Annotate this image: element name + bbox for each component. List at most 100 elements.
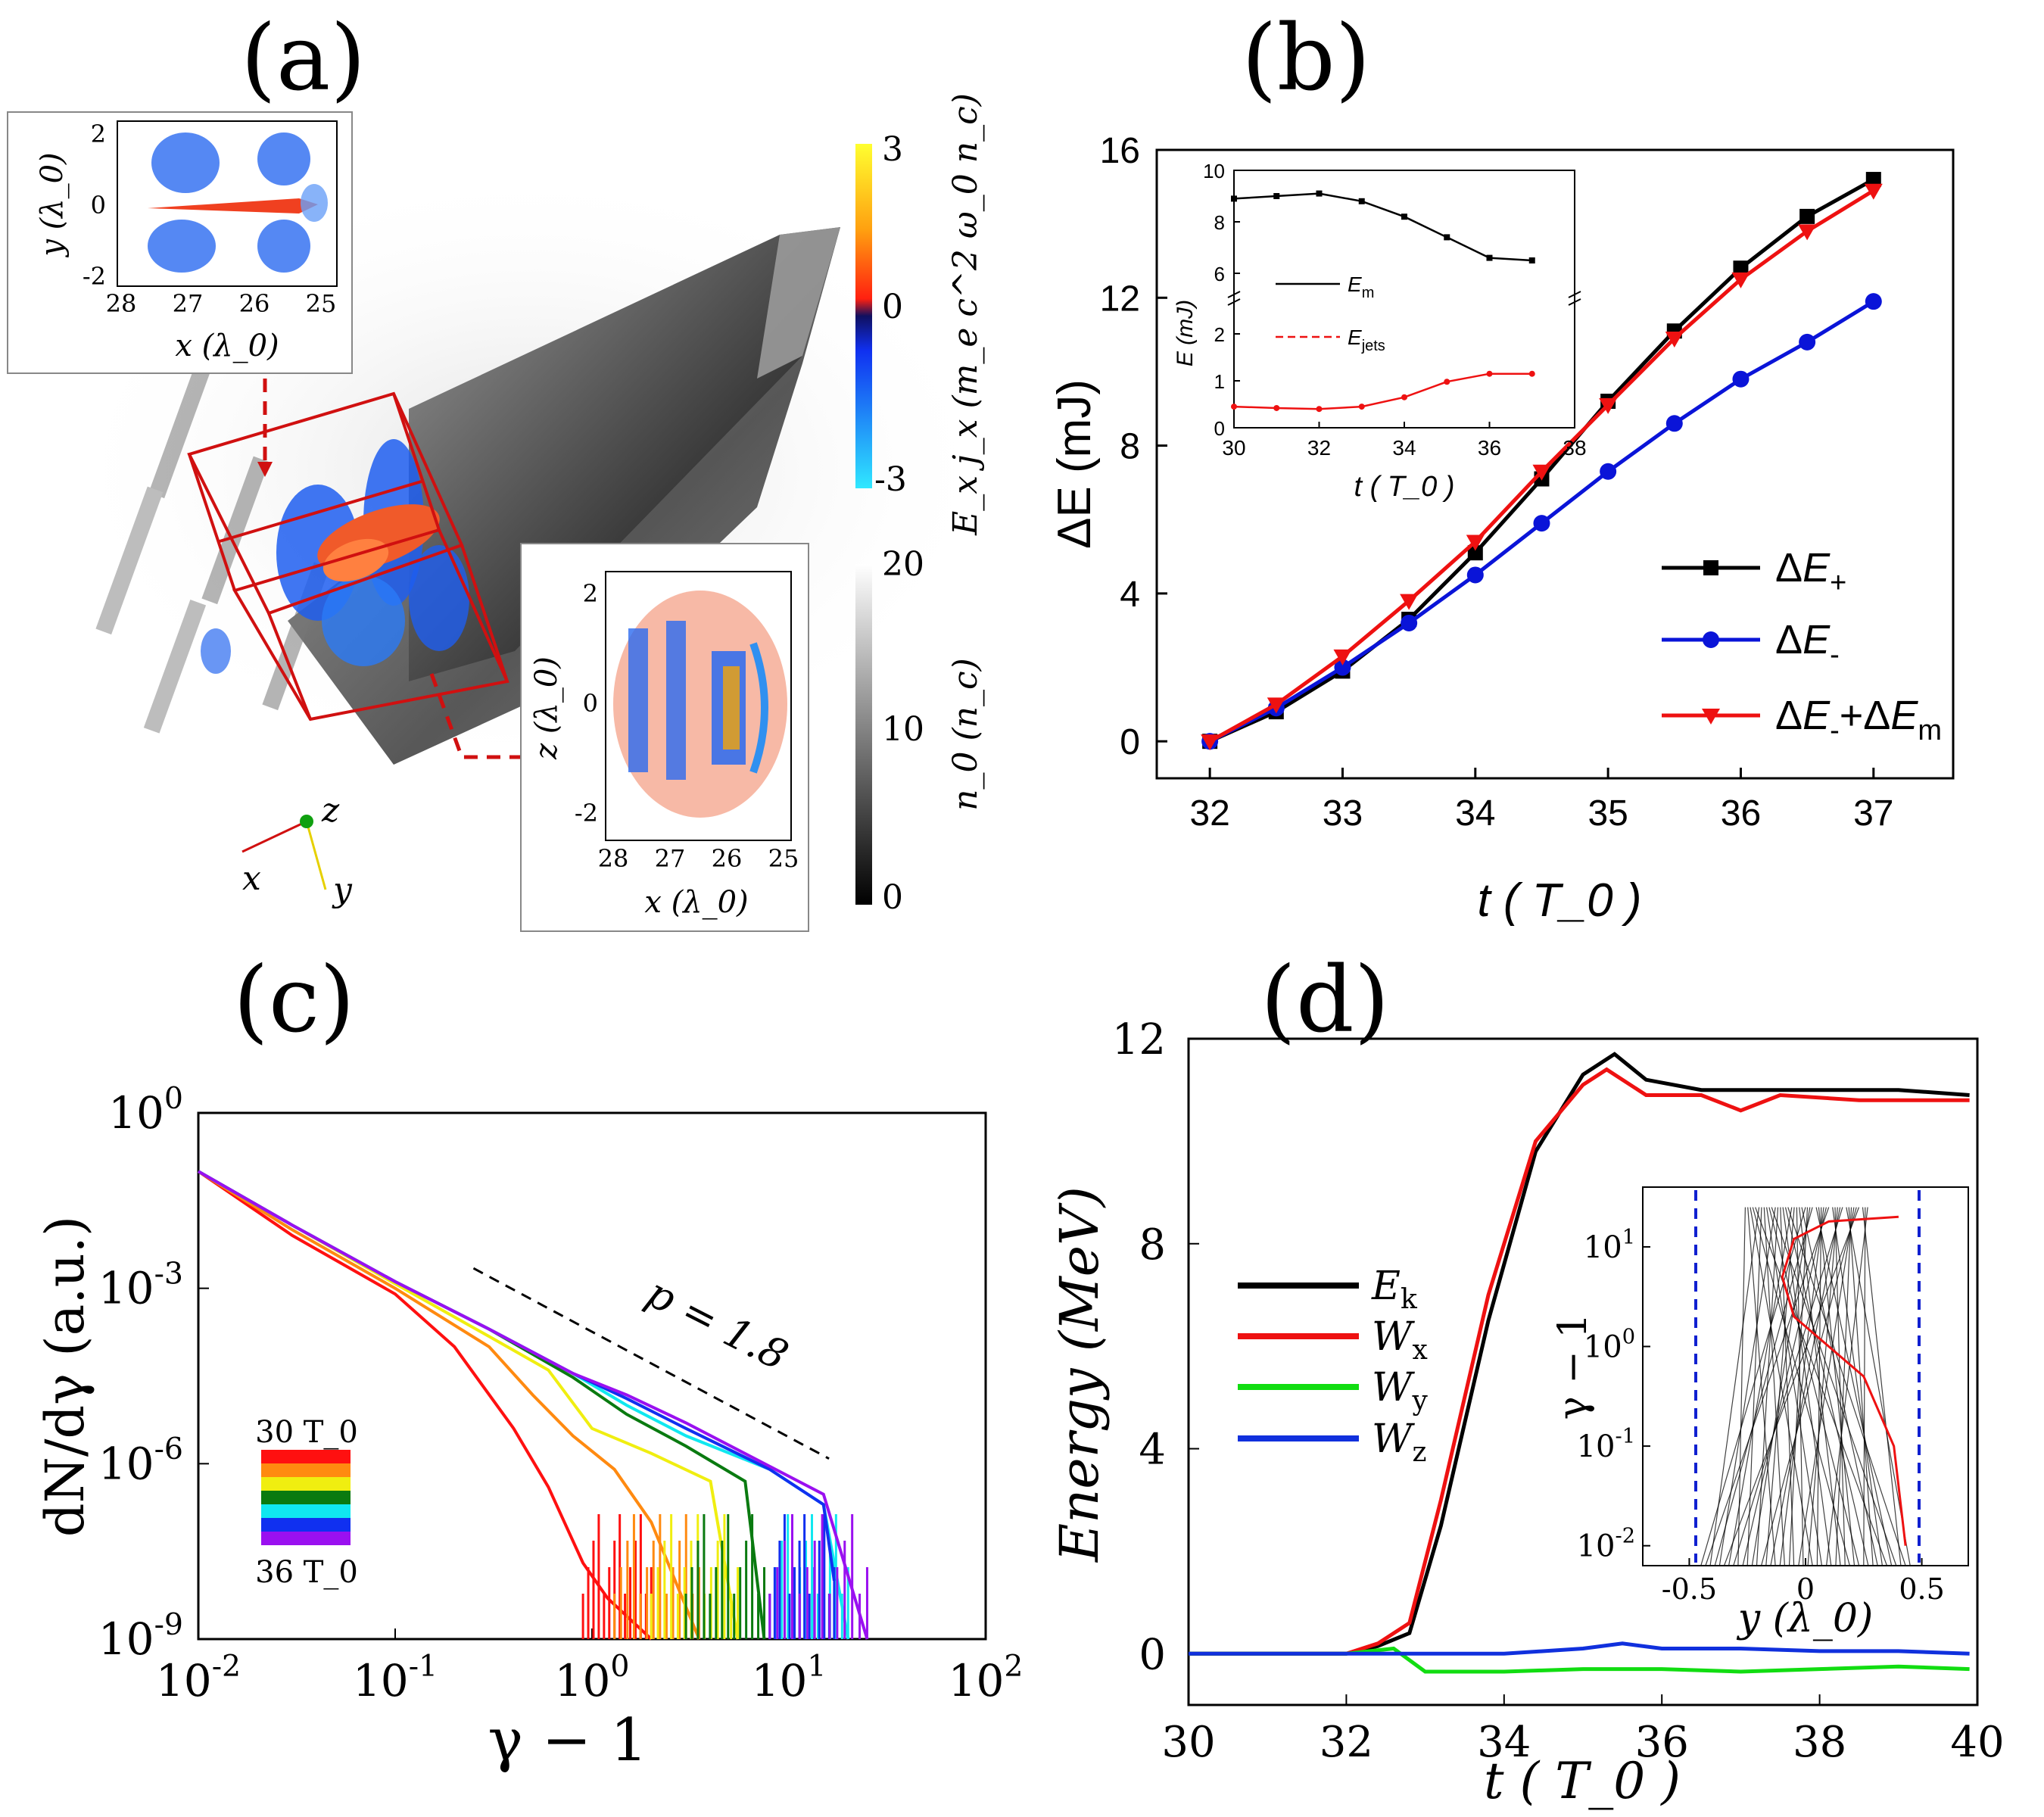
panel-d-inset-trajectory — [1742, 1207, 1827, 1566]
panel-d-inset-trajectory — [1787, 1207, 1906, 1566]
panel-c-legend-bottom: 36 T_0 — [255, 1555, 358, 1590]
panel-d-inset-trajectory — [1750, 1207, 1813, 1566]
panel-b-inset-xtick-label: 36 — [1478, 436, 1501, 460]
panel-d-inset-trajectory — [1815, 1207, 1893, 1566]
panel-b-marker-triangle — [1798, 224, 1817, 241]
triad-z-label: z — [321, 791, 340, 830]
panel-d-inset-trajectory — [1746, 1207, 1762, 1566]
panel-b-xtick-label: 35 — [1588, 793, 1628, 834]
colorbar-bottom: 20 10 0 n_0 (n_c) — [855, 545, 985, 917]
panel-d-inset-trajectory — [1788, 1207, 1809, 1566]
panel-b-marker-circle — [1665, 415, 1683, 432]
panel-b-inset-marker — [1444, 234, 1450, 241]
panel-c-line-6 — [198, 1170, 869, 1640]
panel-c-fit-line — [472, 1267, 830, 1460]
panel-d-xlabel: t ( T_0 ) — [1484, 1752, 1681, 1810]
inset-top-xtick-1: 27 — [173, 289, 204, 318]
panel-d-inset-trajectory — [1763, 1207, 1785, 1566]
panel-b-marker-square — [1733, 260, 1749, 276]
panel-b-inset-marker — [1316, 190, 1323, 197]
density-stripes — [95, 350, 330, 734]
panel-b-marker-triangle — [1864, 183, 1883, 200]
panel-b-inset-ytick-label: 1 — [1214, 370, 1225, 393]
panel-d-inset-trajectory — [1737, 1207, 1746, 1566]
panel-d-inset-trajectory — [1784, 1207, 1869, 1566]
panel-b-marker-triangle — [1532, 464, 1551, 481]
panel-d-inset-trajectory — [1714, 1207, 1813, 1566]
panel-a-label: (a) — [241, 6, 366, 111]
panel-b-axes — [1155, 148, 1955, 780]
panel-c: (c) 10-2 10-1 100 101 102 100 10-3 10-6 10-9 p =… — [34, 948, 1023, 1775]
panel-d-inset-ticks: -0.5 0 0.5 101 100 10-1 10-2 — [1577, 1226, 1945, 1606]
panel-c-xlabel: γ − 1 — [488, 1706, 647, 1775]
panel-d-series — [1189, 1052, 1970, 1674]
panel-b-inset-marker — [1486, 370, 1493, 377]
panel-b-inset-marker — [1231, 195, 1237, 202]
colorbar-top-tick-1: 0 — [882, 288, 903, 326]
triad-x-label: x — [242, 859, 261, 898]
target-slab-edge — [757, 227, 840, 379]
panel-b-inset-xtick-label: 34 — [1392, 436, 1416, 460]
panel-c-xtick-label: 10-2 — [156, 1649, 241, 1706]
panel-b-marker-square — [1799, 208, 1815, 224]
panel-b-inset-axis-break — [1568, 291, 1581, 306]
panel-b-xtick-label: 37 — [1853, 793, 1893, 834]
panel-b-marker-circle — [1600, 463, 1617, 480]
inset-top-ytick-2: -2 — [83, 262, 106, 291]
panel-b-inset-marker — [1401, 213, 1407, 220]
3d-box — [187, 391, 509, 722]
panel-d-inset-ylabel: γ − 1 — [1550, 1314, 1596, 1420]
panel-b-xtick-label: 36 — [1721, 793, 1761, 834]
panel-b-inset-xlabel: t ( T_0 ) — [1354, 471, 1454, 503]
panel-b-marker-circle — [1401, 614, 1418, 631]
panel-d-inset-trajectory — [1863, 1207, 1866, 1566]
panel-b-inset-ytick-label: 2 — [1214, 323, 1225, 346]
panel-d-inset-trajectory — [1766, 1207, 1823, 1566]
panel-b-marker-circle — [1732, 370, 1750, 388]
panel-c-ticks: 10-2 10-1 100 101 102 100 10-3 10-6 10-9 — [98, 1081, 1024, 1706]
inset-link-bottom — [429, 673, 522, 759]
panel-c-legend-swatch — [261, 1532, 351, 1545]
panel-d-inset-trajectory — [1798, 1207, 1855, 1566]
panel-b-marker-circle — [1466, 566, 1484, 584]
panel-d-inset-trajectory — [1782, 1207, 1832, 1566]
panel-d-xtick-label: 38 — [1793, 1718, 1846, 1767]
panel-b-inset-line-0 — [1233, 192, 1532, 262]
inset-bottom: 2 0 -2 28 27 26 25 x (λ_0) z (λ_0) — [520, 543, 809, 932]
panel-c-line-1 — [197, 1170, 701, 1640]
panel-b-inset-marker — [1528, 370, 1535, 377]
panel-b-inset-ylabel: E (mJ) — [1173, 300, 1198, 366]
panel-c-ytick-label: 100 — [108, 1081, 183, 1139]
panel-b-inset-marker — [1486, 254, 1493, 261]
colorbar-top-label: E_x j_x (m_e c^2 ω_0 n_c) — [946, 93, 985, 536]
panel-c-legend-top: 30 T_0 — [255, 1415, 358, 1450]
panel-d-inset-xtick-label: 0 — [1796, 1572, 1815, 1606]
colorbar-bottom-tick-0: 20 — [882, 545, 924, 584]
panel-d-inset-ytick-label: 10-1 — [1577, 1425, 1635, 1464]
panel-d-inset: -0.5 0 0.5 101 100 10-1 10-2 γ − 1 y (λ_0) — [1550, 1186, 1969, 1641]
panel-b-marker-square — [1865, 172, 1881, 188]
panel-b-xtick-label: 34 — [1455, 793, 1495, 834]
inset-top-ytick-0: 2 — [91, 120, 106, 148]
inset-bottom-ytick-2: -2 — [575, 799, 598, 827]
panel-b-ylabel: ΔE (mJ) — [1048, 379, 1101, 549]
inset-bottom-field — [613, 591, 787, 818]
panel-a: (a) — [7, 6, 999, 932]
panel-b-inset-marker — [1358, 404, 1365, 410]
panel-b-ytick-label: 8 — [1120, 427, 1140, 467]
panel-d-inset-trajectories — [1700, 1207, 1911, 1566]
panel-b-ytick-label: 0 — [1120, 722, 1140, 762]
inset-top-xlabel: x (λ_0) — [175, 329, 279, 363]
panel-d-inset-trajectory — [1709, 1207, 1760, 1566]
panel-b-xlabel: t ( T_0 ) — [1477, 874, 1641, 927]
panel-b-inset-ytick-label: 10 — [1203, 160, 1225, 182]
panel-b-marker-circle — [1334, 659, 1351, 676]
legend-marker-2 — [1702, 709, 1720, 725]
panel-c-legend: 30 T_0 36 T_0 — [255, 1415, 358, 1590]
panel-b-marker-triangle — [1665, 332, 1684, 348]
legend-label-0: ΔE+ — [1775, 545, 1846, 599]
panel-c-legend-swatch — [261, 1491, 351, 1504]
